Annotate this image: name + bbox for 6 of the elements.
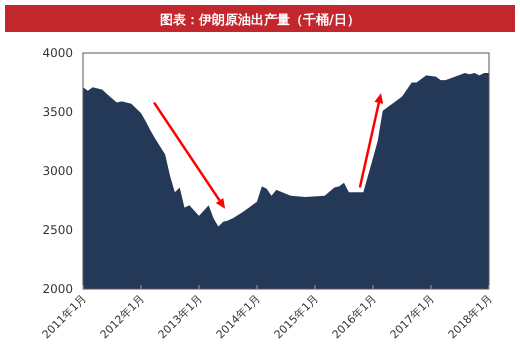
chart-title: 图表：伊朗原油出产量（千桶/日）	[160, 12, 360, 28]
y-tick-label: 3500	[42, 105, 73, 119]
y-tick-label: 3000	[42, 164, 73, 178]
y-tick-label: 2500	[42, 223, 73, 237]
y-tick-label: 4000	[42, 46, 73, 60]
y-tick-label: 2000	[42, 282, 73, 296]
